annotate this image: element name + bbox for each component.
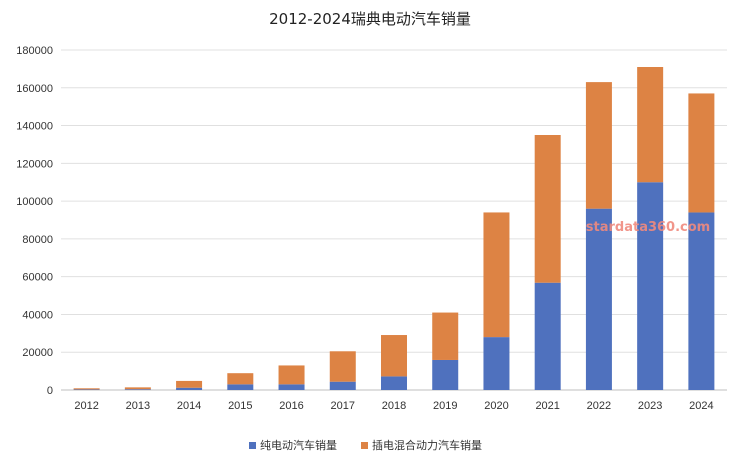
x-tick-label: 2016	[279, 400, 303, 412]
bar-phev	[124, 387, 151, 390]
bar-phev	[381, 335, 407, 377]
y-tick-label: 40000	[22, 309, 53, 321]
x-axis: 2012 2013 2014 2015 2016 2017 2018 2019 2020 2021…	[74, 400, 713, 412]
bar-bev	[176, 387, 203, 390]
gridlines	[61, 49, 727, 391]
y-tick-label: 20000	[22, 347, 53, 359]
bar-phev	[227, 373, 254, 385]
bar-phev	[534, 135, 561, 283]
bar-bev	[73, 389, 100, 390]
x-tick-label: 2017	[331, 400, 355, 412]
x-tick-label: 2014	[177, 400, 201, 412]
bar-bev	[637, 182, 664, 390]
bar-bev	[585, 208, 612, 390]
y-tick-label: 100000	[16, 196, 53, 208]
bar-bev	[483, 337, 510, 390]
legend-swatch-phev	[361, 442, 368, 449]
bars	[73, 67, 715, 390]
bar-phev	[688, 93, 715, 213]
bar-bev	[329, 381, 356, 390]
bar-bev	[278, 384, 305, 390]
bar-phev	[329, 351, 356, 382]
chart-title: 2012-2024瑞典电动汽车销量	[269, 10, 471, 28]
y-tick-label: 0	[47, 385, 53, 397]
x-tick-label: 2022	[587, 400, 611, 412]
bar-phev	[637, 67, 664, 183]
bar-phev	[278, 365, 305, 385]
bar-bev	[124, 389, 151, 390]
y-axis: 0 20000 40000 60000 80000 100000 120000 140000 1…	[16, 45, 53, 397]
x-tick-label: 2018	[382, 400, 406, 412]
legend-swatch-bev	[249, 442, 256, 449]
x-tick-label: 2013	[126, 400, 150, 412]
legend: 纯电动汽车销量 插电混合动力汽车销量	[249, 438, 482, 452]
bar-bev	[688, 212, 715, 390]
x-tick-label: 2019	[433, 400, 457, 412]
x-tick-label: 2023	[638, 400, 662, 412]
bar-bev	[227, 384, 254, 390]
y-tick-label: 180000	[16, 45, 53, 57]
bar-bev	[534, 282, 561, 390]
bar-phev	[483, 212, 510, 338]
x-tick-label: 2012	[74, 400, 98, 412]
x-tick-label: 2021	[535, 400, 559, 412]
bar-phev	[73, 388, 100, 390]
y-tick-label: 80000	[22, 234, 53, 246]
x-tick-label: 2024	[689, 400, 713, 412]
y-tick-label: 120000	[16, 158, 53, 170]
bar-bev	[432, 359, 459, 390]
y-tick-label: 160000	[16, 83, 53, 95]
bar-bev	[381, 376, 407, 390]
watermark: stardata360.com	[586, 220, 710, 235]
y-tick-label: 60000	[22, 272, 53, 284]
legend-label-phev: 插电混合动力汽车销量	[372, 438, 482, 452]
y-tick-label: 140000	[16, 121, 53, 133]
x-tick-label: 2015	[228, 400, 252, 412]
bar-phev	[585, 82, 612, 209]
x-tick-label: 2020	[484, 400, 508, 412]
legend-label-bev: 纯电动汽车销量	[260, 438, 337, 452]
bar-phev	[432, 312, 459, 360]
bar-phev	[176, 380, 203, 388]
